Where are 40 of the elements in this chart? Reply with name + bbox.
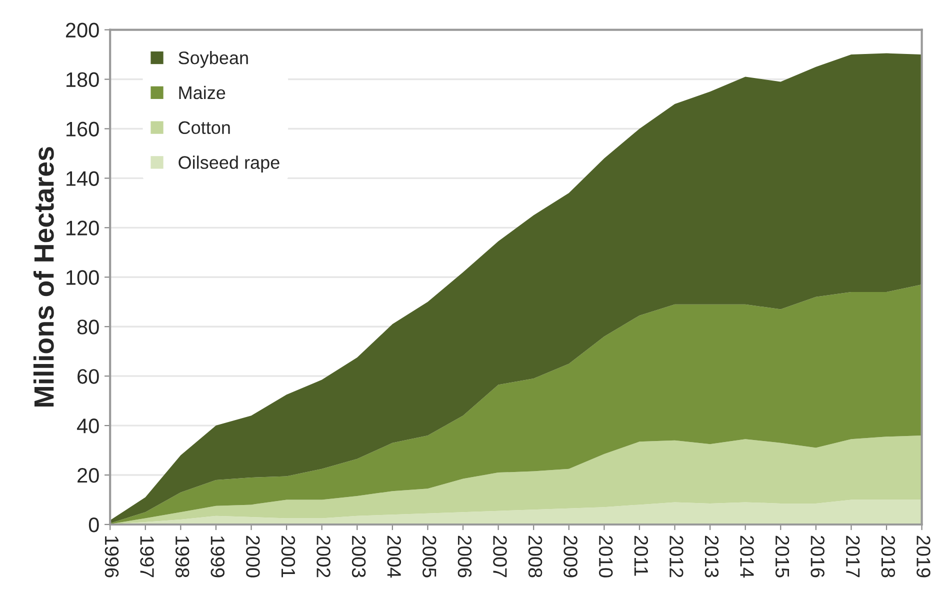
y-tick-label: 80 (77, 320, 99, 334)
x-tick-label: 2005 (422, 536, 436, 578)
y-tick-label: 140 (66, 171, 99, 186)
x-tick-label: 2003 (352, 536, 366, 578)
x-tick-label: 2008 (528, 536, 542, 578)
x-tick-label: 2006 (458, 536, 472, 578)
legend-label: Soybean (178, 50, 248, 68)
x-tick-label: 2013 (704, 536, 719, 578)
y-tick-label: 100 (66, 270, 99, 285)
x-tick-label: 2019 (916, 536, 930, 578)
y-tick-label: 180 (66, 72, 99, 88)
y-tick-label: 60 (78, 369, 99, 384)
x-tick-label: 2004 (387, 536, 401, 578)
x-tick-label: 2018 (881, 536, 896, 578)
x-tick-label: 2002 (316, 536, 330, 578)
x-tick-label: 2015 (775, 536, 790, 578)
y-tick-label: 160 (66, 122, 99, 136)
x-tick-label: 2000 (246, 536, 260, 578)
y-tick-label: 40 (76, 418, 99, 434)
y-tick-label: 120 (66, 220, 99, 236)
y-tick-label: 0 (88, 517, 99, 532)
x-tick-label: 2001 (281, 536, 296, 578)
x-tick-label: 1999 (210, 536, 225, 578)
x-tick-label: 2012 (670, 536, 684, 578)
x-tick-label: 2009 (564, 536, 578, 578)
y-tick-label: 20 (78, 468, 99, 483)
x-tick-label: 1997 (140, 536, 154, 578)
x-tick-label: 2014 (740, 536, 754, 578)
legend-label: Maize (179, 86, 226, 100)
x-tick-label: 1998 (175, 536, 190, 578)
x-tick-label: 2016 (810, 536, 824, 578)
x-tick-label: 2007 (493, 536, 507, 578)
x-tick-label: 2011 (634, 536, 648, 576)
x-tick-label: 2017 (846, 536, 860, 578)
legend-label: Cotton (178, 121, 230, 134)
y-axis-title: Millions of Hectares (33, 147, 54, 406)
x-tick-label: 2010 (598, 536, 613, 578)
x-tick-label: 1996 (104, 536, 119, 578)
legend-label: Oilseed rape (178, 156, 280, 172)
y-tick-label: 200 (66, 22, 99, 38)
